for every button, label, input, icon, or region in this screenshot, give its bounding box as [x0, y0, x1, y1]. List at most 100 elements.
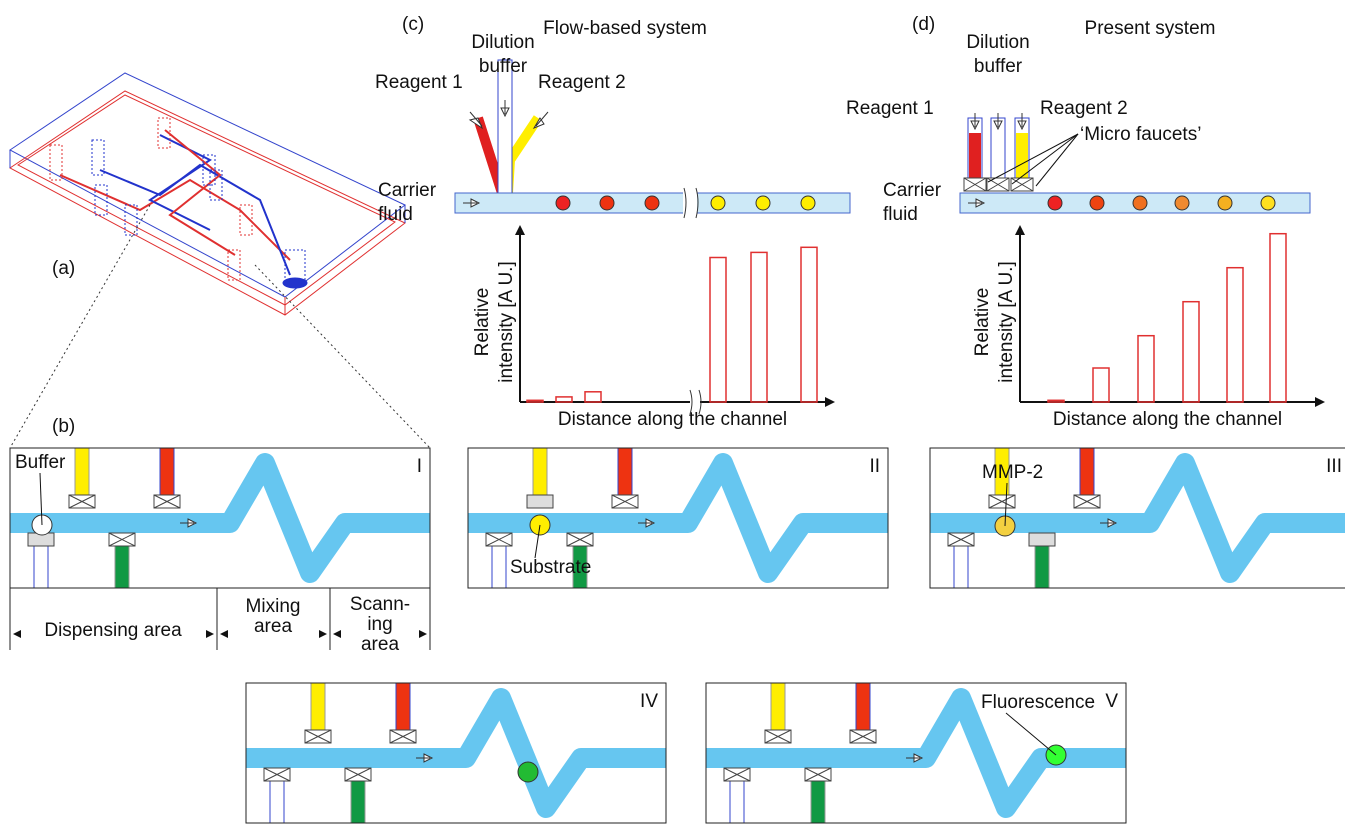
droplet	[1133, 196, 1147, 210]
label-line: Carrier	[883, 180, 942, 201]
label: Carrier fluid	[883, 180, 942, 225]
label-line: Mixing	[246, 596, 301, 617]
droplet	[1175, 196, 1189, 210]
yellow-inlet	[311, 683, 325, 730]
annotation: Substrate	[510, 557, 591, 578]
yellow-inlet	[533, 448, 547, 495]
droplet	[1090, 196, 1104, 210]
reagent-label: Reagent 2	[538, 72, 626, 93]
droplet	[711, 196, 725, 210]
annotation: Buffer	[15, 452, 66, 473]
bar	[1093, 368, 1109, 402]
bar	[710, 258, 726, 403]
reagent-label: Reagent 1	[846, 98, 934, 119]
figure: (a) (b) (c) Flow-based system (d) Presen…	[0, 0, 1345, 825]
red-inlet	[396, 683, 410, 730]
droplet	[1048, 196, 1062, 210]
bar	[801, 247, 817, 402]
droplet	[645, 196, 659, 210]
label-line: fluid	[378, 204, 413, 225]
green-inlet	[351, 780, 365, 823]
panel-label: (d)	[912, 14, 935, 35]
x-axis-label: Distance along the channel	[558, 409, 787, 430]
stage	[246, 683, 666, 823]
red-inlet	[1080, 448, 1094, 495]
label: Carrier fluid	[378, 180, 437, 225]
y-arrow	[1015, 225, 1025, 235]
annotation: Fluorescence	[981, 692, 1095, 713]
outlet	[34, 545, 48, 588]
label-line: Relative	[472, 288, 493, 357]
stage	[10, 448, 430, 588]
reagent-label: Reagent 1	[375, 72, 463, 93]
label: Dilution buffer	[471, 32, 534, 77]
label-line: Dilution	[471, 32, 534, 53]
panel-title: Flow-based system	[543, 18, 707, 39]
valve	[1029, 533, 1055, 546]
droplet	[600, 196, 614, 210]
label-line: Dilution	[966, 32, 1029, 53]
stage-label: IV	[640, 691, 658, 712]
label: Scann-ingarea	[350, 594, 410, 655]
green-inlet	[811, 780, 825, 823]
panel-title: Present system	[1085, 18, 1216, 39]
reagent-label: Reagent 2	[1040, 98, 1128, 119]
droplet	[801, 196, 815, 210]
label-line: Carrier	[378, 180, 437, 201]
stage-label: V	[1105, 691, 1118, 712]
x-axis-label: Distance along the channel	[1053, 409, 1282, 430]
red-inlet	[618, 448, 632, 495]
label-line: Scann-	[350, 594, 410, 615]
label-line: area	[254, 616, 292, 637]
green-inlet	[115, 545, 129, 588]
green-inlet	[1035, 545, 1049, 588]
annotation: MMP-2	[982, 462, 1043, 483]
bar	[1227, 268, 1243, 402]
annotation: ‘Micro faucets’	[1080, 124, 1201, 145]
y-arrow	[515, 225, 525, 235]
label-line: intensity [A U.]	[496, 261, 517, 382]
droplet	[1261, 196, 1275, 210]
panel-label: (c)	[402, 14, 424, 35]
red-inlet	[856, 683, 870, 730]
faucet-fill	[969, 133, 981, 178]
droplet	[756, 196, 770, 210]
valve	[527, 495, 553, 508]
label-line: buffer	[479, 56, 528, 77]
buffer-tube	[498, 60, 512, 193]
yellow-inlet	[771, 683, 785, 730]
label-line: ing	[367, 614, 392, 635]
label-line: Dispensing area	[44, 620, 182, 641]
panel-label: (b)	[52, 416, 75, 437]
x-arrow	[825, 397, 835, 407]
annotation-arrow	[1036, 134, 1078, 186]
stage-label: I	[417, 456, 422, 477]
droplet	[556, 196, 570, 210]
red-inlet	[160, 448, 174, 495]
droplet	[518, 762, 538, 782]
label-line: area	[361, 634, 399, 655]
droplet	[1218, 196, 1232, 210]
outlet	[954, 545, 968, 588]
outlet	[730, 780, 744, 823]
channel	[10, 463, 430, 573]
panel-label: (a)	[52, 258, 75, 279]
label: Dispensing area	[44, 620, 182, 641]
label-line: fluid	[883, 204, 918, 225]
channel	[246, 698, 666, 808]
stage-label: II	[869, 456, 880, 477]
annotation-arrow	[1006, 713, 1056, 755]
yellow-inlet	[75, 448, 89, 495]
label-line: Relative	[972, 288, 993, 357]
x-arrow	[1315, 397, 1325, 407]
label-line: intensity [A U.]	[996, 261, 1017, 382]
bar	[751, 252, 767, 402]
outlet	[492, 545, 506, 588]
faucet-fill	[1016, 133, 1028, 178]
bar	[1138, 336, 1154, 402]
bar	[585, 392, 601, 402]
outlet	[270, 780, 284, 823]
